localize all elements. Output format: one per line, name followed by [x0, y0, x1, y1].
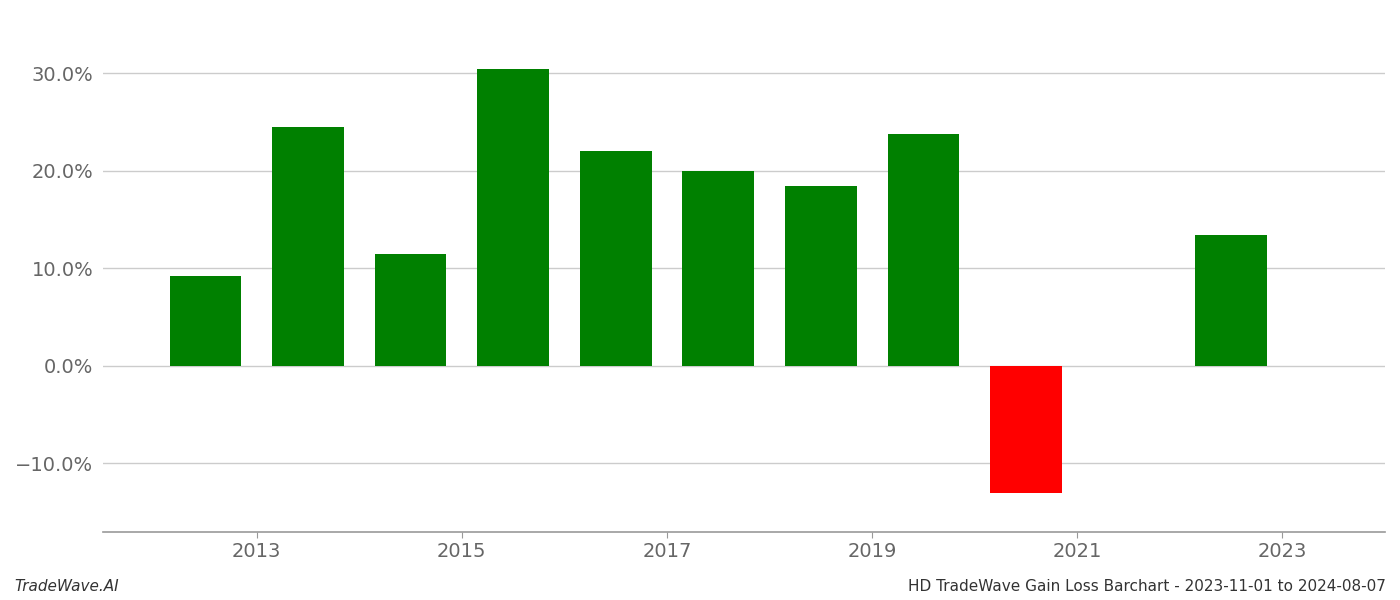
Bar — [1196, 235, 1267, 366]
Text: TradeWave.AI: TradeWave.AI — [14, 579, 119, 594]
Bar — [682, 171, 755, 366]
Text: HD TradeWave Gain Loss Barchart - 2023-11-01 to 2024-08-07: HD TradeWave Gain Loss Barchart - 2023-1… — [909, 579, 1386, 594]
Bar — [785, 185, 857, 366]
Bar — [375, 254, 447, 366]
Bar — [990, 366, 1061, 493]
Bar — [272, 127, 344, 366]
Bar — [477, 68, 549, 366]
Bar — [169, 276, 241, 366]
Bar — [888, 134, 959, 366]
Bar — [580, 151, 651, 366]
